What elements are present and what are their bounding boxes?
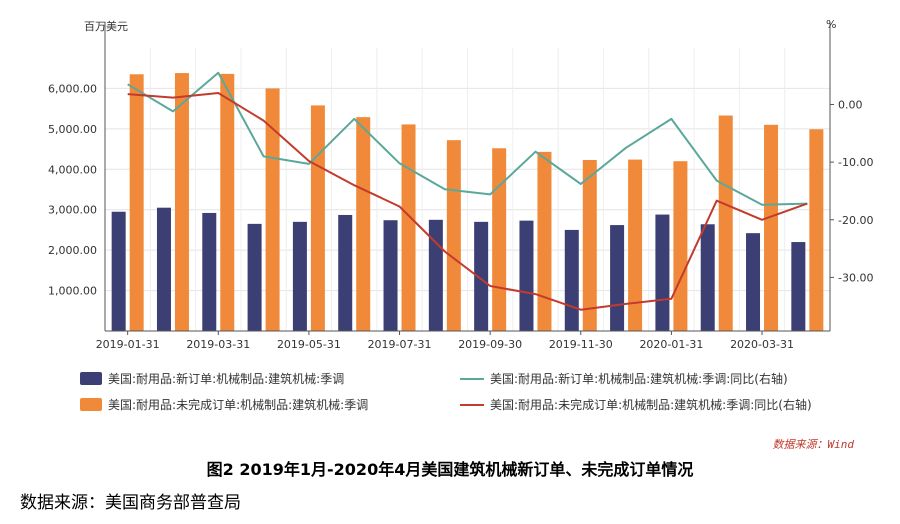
legend-item-new-orders-yoy: 美国:耐用品:新订单:机械制品:建筑机械:季调:同比(右轴)	[460, 370, 788, 387]
bar	[655, 214, 670, 331]
bar	[202, 212, 217, 331]
bar	[292, 221, 307, 331]
x-tick-label: 2019-05-31	[277, 338, 341, 351]
bar	[247, 223, 262, 331]
x-tick-label: 2020-03-31	[730, 338, 794, 351]
y-left-tick-label: 6,000.00	[48, 82, 97, 95]
legend-label: 美国:耐用品:新订单:机械制品:建筑机械:季调:同比(右轴)	[490, 372, 788, 386]
x-tick-label: 2019-09-30	[458, 338, 522, 351]
bar	[718, 115, 733, 331]
bar	[746, 233, 761, 331]
bar	[156, 207, 171, 331]
bar	[564, 229, 579, 331]
figure-caption: 图2 2019年1月-2020年4月美国建筑机械新订单、未完成订单情况	[206, 460, 694, 479]
y-left-tick-label: 1,000.00	[48, 285, 97, 298]
bar	[492, 148, 507, 331]
x-tick-label: 2019-01-31	[96, 338, 160, 351]
y-right-tick-label: -30.00	[838, 271, 873, 284]
x-tick-label: 2019-11-30	[549, 338, 613, 351]
legend-swatch	[80, 372, 102, 385]
x-tick-label: 2019-07-31	[368, 338, 432, 351]
bar	[628, 159, 643, 331]
legend-swatch	[80, 398, 102, 411]
lines	[127, 71, 808, 311]
bar	[764, 124, 779, 331]
y-right-tick-label: -20.00	[838, 214, 873, 227]
right-axis-unit: %	[826, 18, 837, 31]
bar	[338, 214, 353, 331]
bar	[791, 242, 806, 331]
series-line	[127, 92, 808, 311]
y-left-tick-label: 5,000.00	[48, 123, 97, 136]
bar	[220, 73, 235, 332]
bar	[582, 159, 597, 331]
series-line	[127, 71, 808, 206]
bar	[537, 151, 552, 331]
bar	[265, 88, 280, 331]
y-left-tick-label: 3,000.00	[48, 204, 97, 217]
bar	[310, 105, 325, 331]
bar	[129, 74, 144, 332]
bar	[383, 220, 398, 331]
data-source: 数据来源：美国商务部普查局	[20, 493, 241, 513]
legend-item-unfilled-orders-yoy: 美国:耐用品:未完成订单:机械制品:建筑机械:季调:同比(右轴)	[460, 396, 812, 413]
x-tick-label: 2019-03-31	[186, 338, 250, 351]
legend-label: 美国:耐用品:未完成订单:机械制品:建筑机械:季调	[108, 398, 369, 412]
legend-label: 美国:耐用品:新订单:机械制品:建筑机械:季调	[108, 372, 345, 386]
bars	[111, 73, 824, 332]
bar	[356, 117, 371, 331]
legend-label: 美国:耐用品:未完成订单:机械制品:建筑机械:季调:同比(右轴)	[490, 398, 812, 412]
bar	[809, 129, 824, 331]
x-tick-label: 2020-01-31	[639, 338, 703, 351]
bar	[446, 140, 461, 331]
y-left-tick-label: 4,000.00	[48, 163, 97, 176]
legend-swatch	[460, 377, 484, 380]
legend-item-unfilled-orders: 美国:耐用品:未完成订单:机械制品:建筑机械:季调	[80, 396, 368, 413]
bar	[610, 225, 625, 331]
bar	[111, 211, 126, 331]
y-right-tick-label: -10.00	[838, 156, 873, 169]
legend-swatch	[460, 403, 484, 406]
bar	[673, 161, 688, 331]
axes: 1,000.00 2,000.00 3,000.00 4,000.00 5,000.00…	[48, 22, 873, 351]
left-axis-unit: 百万美元	[84, 20, 128, 33]
bar	[700, 224, 715, 331]
bar	[174, 73, 189, 332]
legend-item-new-orders: 美国:耐用品:新订单:机械制品:建筑机械:季调	[80, 370, 344, 387]
bar	[401, 124, 416, 331]
bar	[519, 220, 534, 331]
bar	[474, 221, 489, 331]
chart: 1,000.00 2,000.00 3,000.00 4,000.00 5,000.00…	[48, 22, 873, 351]
chart-source-note: 数据来源：Wind	[772, 438, 855, 451]
y-left-tick-label: 2,000.00	[48, 244, 97, 257]
bar	[428, 219, 443, 331]
y-right-tick-label: 0.00	[838, 98, 863, 111]
